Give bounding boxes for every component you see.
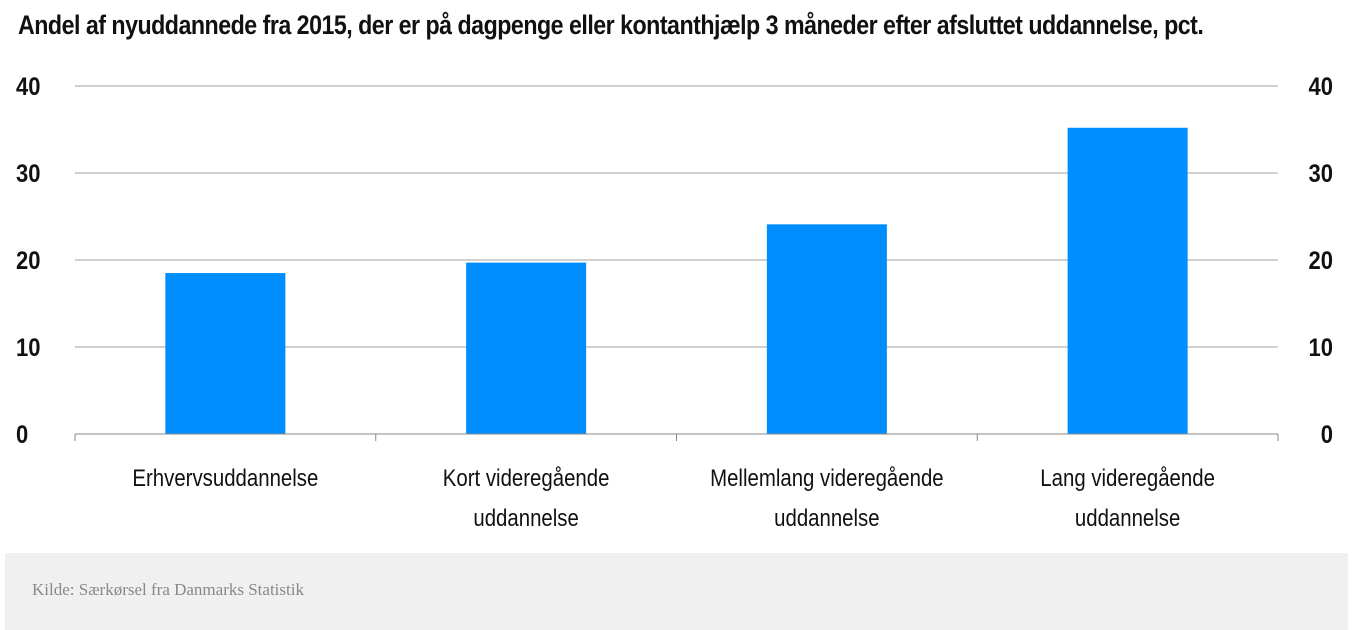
category-label-line: uddannelse — [1075, 504, 1180, 531]
category-label-line: Erhvervsuddannelse — [132, 464, 318, 491]
bar — [766, 224, 887, 434]
y-axis-right: 0 10 20 30 40 — [1309, 73, 1333, 449]
y-tick-label-left: 10 — [16, 334, 40, 362]
category-label-line: uddannelse — [774, 504, 879, 531]
x-axis — [74, 433, 1279, 441]
y-tick-label-left: 0 — [16, 421, 28, 449]
y-tick-label-left: 20 — [16, 247, 40, 275]
y-axis-left: 0 10 20 30 40 — [16, 73, 40, 449]
y-tick-label-right: 20 — [1309, 247, 1333, 275]
category-label-line: uddannelse — [473, 504, 578, 531]
category-label: Mellemlang videregående uddannelse — [710, 464, 944, 531]
category-label-line: Kort videregående — [443, 464, 610, 491]
category-label: Erhvervsuddannelse — [132, 464, 318, 491]
chart-title: Andel af nyuddannede fra 2015, der er på… — [18, 10, 1204, 40]
y-tick-label-right: 30 — [1309, 160, 1333, 188]
footer: Kilde: Særkørsel fra Danmarks Statistik — [5, 553, 1348, 630]
category-label: Kort videregående uddannelse — [443, 464, 610, 531]
bar — [165, 273, 286, 434]
category-label-line: Lang videregående — [1040, 464, 1215, 491]
y-tick-label-right: 40 — [1309, 73, 1333, 101]
y-tick-label-left: 30 — [16, 160, 40, 188]
bar-chart: 0 10 20 30 40 0 10 20 30 40 Erhvervsuddannelse Ko… — [16, 73, 1333, 532]
y-tick-label-right: 10 — [1309, 334, 1333, 362]
category-label-line: Mellemlang videregående — [710, 464, 944, 491]
source-note: Kilde: Særkørsel fra Danmarks Statistik — [32, 580, 304, 599]
y-tick-label-left: 40 — [16, 73, 40, 101]
y-tick-label-right: 0 — [1321, 421, 1333, 449]
category-labels: Erhvervsuddannelse Kort videregående uddan… — [132, 464, 1215, 531]
category-label: Lang videregående uddannelse — [1040, 464, 1215, 531]
bars — [165, 127, 1188, 434]
bar — [466, 262, 587, 434]
bar — [1067, 127, 1188, 434]
